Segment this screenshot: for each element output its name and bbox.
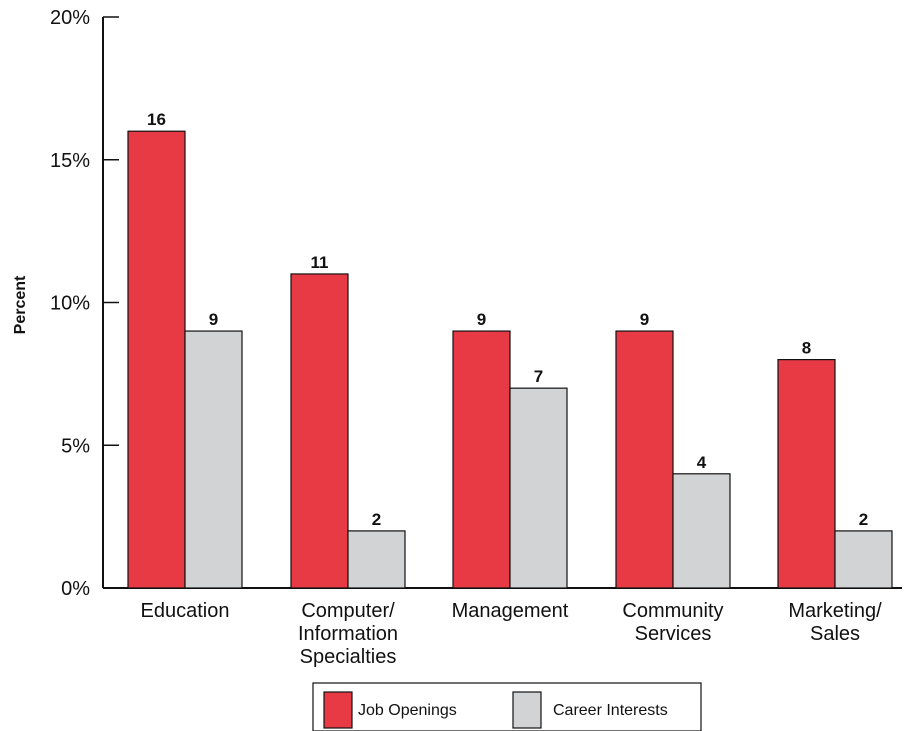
bar-job-openings	[290, 273, 349, 589]
legend-label: Job Openings	[358, 702, 457, 719]
bar-job-openings	[615, 330, 674, 589]
bar-value-label: 16	[147, 110, 166, 129]
y-tick-label: 5%	[61, 435, 90, 457]
x-axis-labels: Education Computer/Information Specialties…	[141, 600, 883, 668]
bar-job-openings	[777, 359, 836, 589]
bar-value-label: 9	[477, 310, 486, 329]
x-category-label: Marketing/Sales	[788, 600, 882, 645]
bar-job-openings	[452, 330, 511, 589]
legend-swatch	[323, 691, 353, 729]
legend: Job Openings Career Interests	[312, 682, 702, 731]
legend-swatch	[512, 691, 542, 729]
bar-value-label: 9	[640, 310, 649, 329]
bar-value-label: 2	[372, 510, 381, 529]
x-category-label: Community Services	[622, 600, 723, 645]
y-tick-label: 20%	[50, 7, 90, 29]
x-category-label: Management	[452, 600, 569, 622]
x-category-label: Computer/Information Specialties	[298, 600, 398, 668]
bar-career-interests	[834, 530, 893, 589]
bar-value-label: 11	[311, 253, 329, 272]
y-axis-title: Percent	[12, 275, 29, 334]
bar-career-interests	[347, 530, 406, 589]
bar-value-label: 8	[802, 339, 811, 358]
y-tick-label: 15%	[50, 150, 90, 172]
bar-value-label: 2	[859, 510, 868, 529]
bar-career-interests	[184, 330, 243, 589]
bar-career-interests	[672, 473, 731, 589]
bar-job-openings	[127, 130, 186, 589]
bar-career-interests	[509, 387, 568, 589]
bars: 16 11 9 9 8 9 2 7 4 2	[127, 110, 893, 589]
bar-value-label: 9	[209, 310, 218, 329]
y-tick-label: 10%	[50, 293, 90, 315]
x-category-label: Education	[141, 600, 230, 622]
legend-box	[312, 682, 702, 731]
legend-label: Career Interests	[553, 702, 668, 719]
y-axis-ticks: 0% 5% 10% 15% 20%	[50, 7, 119, 600]
bar-value-label: 7	[534, 367, 543, 386]
y-tick-label: 0%	[61, 578, 90, 600]
bar-value-label: 4	[697, 453, 707, 472]
